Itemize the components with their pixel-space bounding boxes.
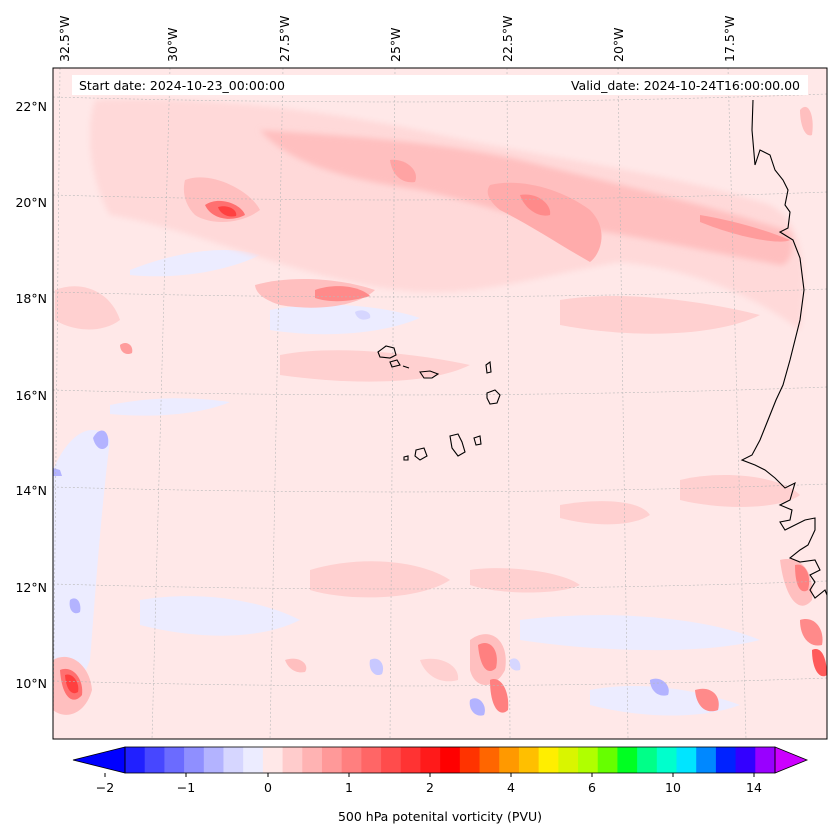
colorbar-frame xyxy=(124,746,776,774)
cbar-tick-label: −1 xyxy=(177,780,195,795)
lon-label: 32.5°W xyxy=(57,16,72,62)
lat-label: 22°N xyxy=(15,99,47,114)
colorbar-segment xyxy=(302,747,323,773)
cbar-tick-label: 0 xyxy=(264,780,272,795)
colorbar-segment xyxy=(223,747,244,773)
colorbar-segment xyxy=(696,747,717,773)
valid-date-text: Valid_date: 2024-10-24T16:00:00.00 xyxy=(571,78,800,93)
colorbar-segment xyxy=(184,747,205,773)
cbar-tick-label: 6 xyxy=(588,780,596,795)
lon-label: 27.5°W xyxy=(277,16,292,62)
colorbar-segment xyxy=(755,747,776,773)
colorbar-segment xyxy=(262,747,284,773)
colorbar-segment xyxy=(479,747,500,773)
colorbar-segment xyxy=(578,747,599,773)
colorbar-segment xyxy=(617,747,638,773)
longitude-labels: 32.5°W 30°W 27.5°W 25°W 22.5°W 20°W 17.5… xyxy=(57,16,737,62)
coastlines xyxy=(377,99,827,599)
cbar-tick-label: 4 xyxy=(507,780,515,795)
colorbar-segment xyxy=(538,747,559,773)
lat-label: 20°N xyxy=(15,195,47,210)
cbar-tick-label: −2 xyxy=(96,780,114,795)
positive-pv-field xyxy=(53,99,827,715)
cbar-tick-label: 1 xyxy=(345,780,353,795)
lon-label: 25°W xyxy=(388,27,403,62)
colorbar-segment xyxy=(735,747,756,773)
island-santa-luzia xyxy=(402,365,410,369)
island-maio xyxy=(473,435,482,446)
colorbar-segments xyxy=(125,747,776,773)
colorbar: −2 −1 0 1 2 4 6 10 14 500 hPa potenital … xyxy=(72,746,809,824)
cbar-tick-label: 2 xyxy=(426,780,434,795)
cbar-tick-label: 10 xyxy=(665,780,681,795)
lon-label: 17.5°W xyxy=(722,16,737,62)
colorbar-segment xyxy=(676,747,697,773)
colorbar-segment xyxy=(144,747,165,773)
colorbar-segment xyxy=(321,747,343,773)
colorbar-segment xyxy=(656,747,678,773)
colorbar-segment xyxy=(400,747,422,773)
lon-label: 22.5°W xyxy=(500,16,515,62)
map-frame xyxy=(52,67,828,740)
island-brava xyxy=(403,455,409,461)
colorbar-segment xyxy=(125,747,146,773)
date-annotation-box xyxy=(72,75,808,95)
colorbar-segment xyxy=(558,747,579,773)
colorbar-segment xyxy=(499,747,520,773)
colorbar-max-extension xyxy=(774,746,809,774)
colorbar-segment xyxy=(440,747,461,773)
lat-label: 16°N xyxy=(15,388,47,403)
colorbar-label: 500 hPa potenital vorticity (PVU) xyxy=(338,809,542,824)
island-santo-antao xyxy=(377,345,397,359)
island-sao-vicente xyxy=(389,359,401,368)
colorbar-segment xyxy=(341,747,362,773)
colorbar-segment xyxy=(597,747,619,773)
lon-label: 20°W xyxy=(611,27,626,62)
lat-label: 14°N xyxy=(15,483,47,498)
africa-coast xyxy=(740,99,827,599)
colorbar-ticks: −2 −1 0 1 2 4 6 10 14 xyxy=(96,773,762,795)
island-boa-vista xyxy=(486,389,501,405)
island-fogo xyxy=(414,447,428,461)
latitude-labels: 22°N 20°N 18°N 16°N 14°N 12°N 10°N xyxy=(15,99,47,691)
graticule xyxy=(53,68,827,739)
colorbar-segment xyxy=(361,747,382,773)
colorbar-segment xyxy=(420,747,441,773)
colorbar-segment xyxy=(282,747,303,773)
map-panel: Start date: 2024-10-23_00:00:00 Valid_da… xyxy=(53,68,827,739)
cbar-tick-label: 14 xyxy=(746,780,762,795)
colorbar-min-extension xyxy=(72,746,126,774)
colorbar-segment xyxy=(518,747,540,773)
lon-label: 30°W xyxy=(165,27,180,62)
colorbar-segment xyxy=(715,747,737,773)
start-date-text: Start date: 2024-10-23_00:00:00 xyxy=(79,78,285,93)
island-sao-nicolau xyxy=(419,370,440,379)
colorbar-segment xyxy=(243,747,264,773)
colorbar-segment xyxy=(381,747,402,773)
lat-label: 12°N xyxy=(15,580,47,595)
island-sal xyxy=(485,360,492,374)
colorbar-segment xyxy=(203,747,225,773)
colorbar-segment xyxy=(637,747,658,773)
lat-label: 18°N xyxy=(15,291,47,306)
lat-label: 10°N xyxy=(15,676,47,691)
island-santiago xyxy=(449,433,466,457)
colorbar-segment xyxy=(164,747,185,773)
colorbar-segment xyxy=(459,747,481,773)
